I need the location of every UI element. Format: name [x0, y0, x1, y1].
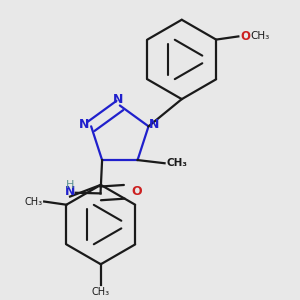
Text: CH₃: CH₃ [166, 158, 187, 168]
Text: CH₃: CH₃ [250, 31, 270, 41]
Text: N: N [65, 185, 75, 198]
Text: CH₃: CH₃ [92, 287, 110, 297]
Text: H: H [66, 180, 74, 190]
Text: O: O [240, 30, 250, 43]
Text: N: N [149, 118, 159, 131]
Text: O: O [131, 185, 142, 198]
Text: CH₃: CH₃ [25, 196, 43, 206]
Text: N: N [113, 93, 123, 106]
Text: N: N [79, 118, 89, 131]
